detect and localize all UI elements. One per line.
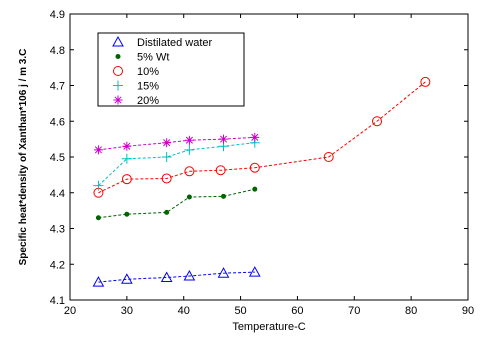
x-tick-label: 40	[178, 305, 190, 317]
axes: 20 30 40 50 60 70 80 90 4.1 4.2 4.3 4.4 4.5 4.6 4.7 4.8…	[50, 9, 474, 317]
y-axis-label: Specific heat*density of Xanthan*106 j /…	[18, 49, 29, 266]
series-markers	[92, 76, 431, 287]
x-tick-label: 60	[291, 305, 303, 317]
data-point	[160, 271, 173, 282]
y-tick-label: 4.2	[50, 259, 65, 271]
legend-label: 10%	[137, 66, 159, 78]
data-point	[95, 215, 101, 221]
data-point	[183, 270, 196, 281]
x-tick-label: 70	[348, 305, 360, 317]
series-line	[98, 81, 426, 194]
data-point	[219, 134, 229, 144]
x-tick-label: 90	[462, 305, 474, 317]
x-tick-label: 50	[234, 305, 246, 317]
y-tick-label: 4.5	[50, 152, 65, 164]
y-tick-label: 4.1	[50, 295, 65, 307]
x-tick-label: 20	[64, 305, 76, 317]
data-point	[122, 141, 132, 151]
y-tick-label: 4.9	[50, 9, 65, 21]
data-point	[161, 152, 172, 162]
data-point	[372, 116, 383, 127]
data-point	[184, 144, 195, 155]
data-point	[250, 132, 260, 142]
data-point	[121, 174, 132, 185]
legend-label: 15%	[137, 81, 159, 93]
data-point	[420, 76, 431, 87]
data-point	[93, 180, 104, 191]
legend-label: 5% Wt	[137, 52, 169, 64]
data-point	[184, 166, 195, 177]
legend-marker	[115, 54, 121, 59]
data-point	[93, 145, 103, 155]
legend-marker	[112, 35, 124, 47]
data-point	[248, 266, 261, 277]
legend: Distilated water 5% Wt 10% 15% 20%	[97, 32, 245, 107]
y-tick-label: 4.7	[50, 81, 65, 93]
series-line	[98, 188, 255, 219]
legend-marker	[113, 95, 123, 105]
data-point	[215, 165, 226, 176]
x-tick-label: 30	[121, 305, 133, 317]
legend-marker	[113, 66, 123, 76]
legend-label: Distilated water	[137, 37, 213, 49]
data-point	[121, 153, 132, 164]
data-point	[249, 162, 260, 173]
legend-label: 20%	[137, 95, 159, 107]
x-axis-label: Temperature-C	[232, 321, 305, 333]
series-lines	[98, 81, 426, 283]
series-line	[98, 271, 255, 283]
series-line	[98, 142, 255, 186]
y-tick-label: 4.6	[50, 116, 65, 128]
data-point	[186, 194, 192, 200]
data-point	[252, 186, 258, 192]
data-point	[161, 173, 172, 184]
data-point	[121, 273, 133, 284]
x-tick-label: 80	[405, 305, 417, 317]
series-line	[98, 136, 255, 151]
data-point	[92, 276, 105, 287]
data-point	[323, 152, 334, 162]
y-tick-label: 4.8	[50, 45, 65, 57]
y-tick-label: 4.3	[50, 224, 65, 236]
data-point	[217, 267, 230, 278]
data-point	[184, 135, 194, 145]
y-tick-label: 4.4	[50, 188, 65, 200]
data-point	[162, 138, 172, 148]
data-point	[221, 193, 227, 199]
legend-marker	[113, 80, 123, 91]
data-point	[164, 209, 170, 215]
data-point	[124, 211, 130, 217]
